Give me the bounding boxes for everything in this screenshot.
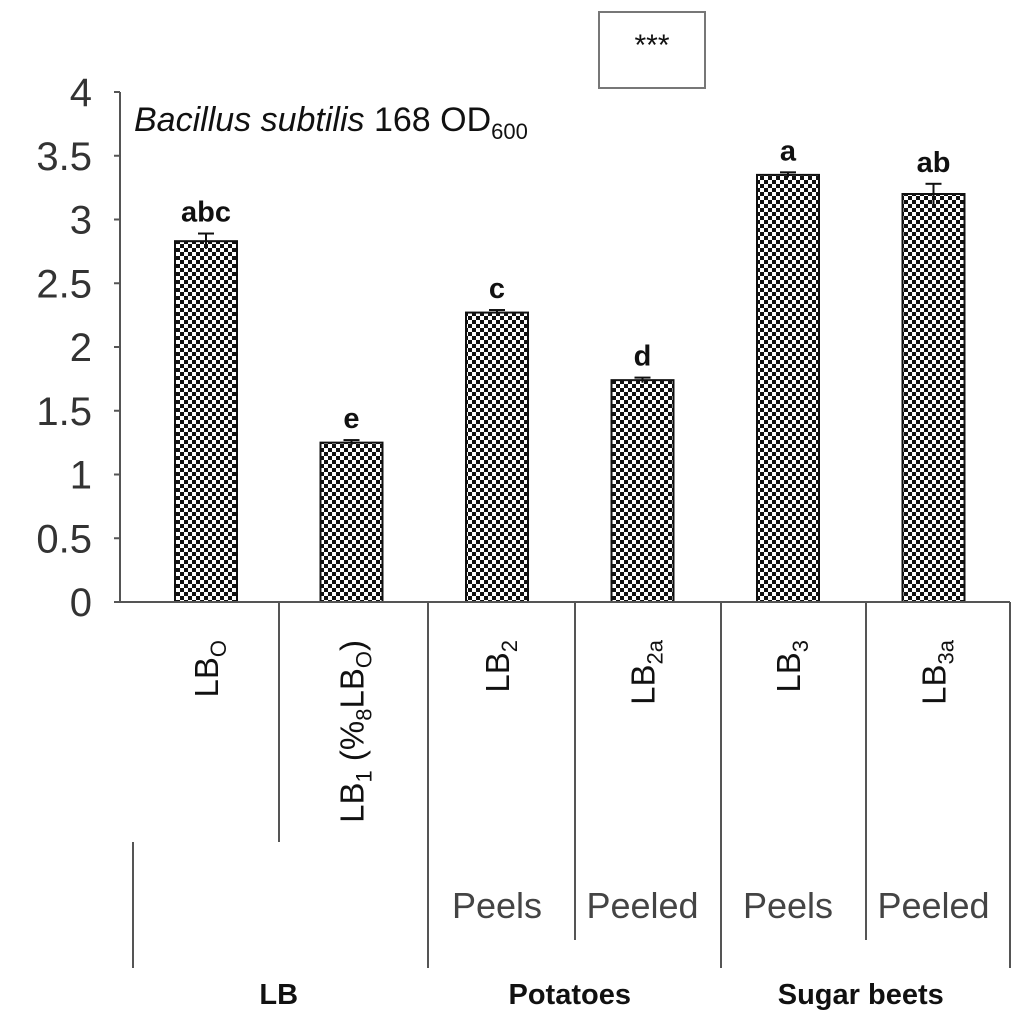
subcategory-label: Peeled xyxy=(877,885,989,926)
y-tick-label: 3 xyxy=(70,199,92,243)
subcategory-label: Peels xyxy=(743,885,833,926)
category-label-sub: 1 xyxy=(352,770,377,782)
bar xyxy=(756,173,820,603)
title-italic: Bacillus subtilis xyxy=(134,101,374,139)
category-label-main: LB xyxy=(334,783,371,823)
significance-letter: ab xyxy=(917,147,951,179)
category-label-suffix-tail-sub: O xyxy=(352,651,377,668)
group-label: Potatoes xyxy=(509,979,631,1011)
significance-letter: c xyxy=(489,273,505,305)
significance-letter: d xyxy=(634,341,652,373)
y-tick-label: 1 xyxy=(70,454,92,498)
y-axis: 0 0.5 1 1.5 2 2.5 3 3.5 4 xyxy=(36,71,121,625)
category-label: LB2 xyxy=(479,640,522,693)
category-label: LB3a xyxy=(916,639,959,705)
category-label-main: LB xyxy=(770,652,807,692)
category-label-sub: 2 xyxy=(497,640,522,652)
category-label: LB3 xyxy=(770,640,813,693)
y-tick-label: 0 xyxy=(70,581,92,625)
title-text: 168 OD xyxy=(374,101,491,139)
category-label-suffix-tail: LB xyxy=(334,668,371,708)
category-label-suffix-end: ) xyxy=(334,640,371,651)
category-label: LBO xyxy=(188,640,231,698)
subcategory-label: Peels xyxy=(452,885,542,926)
significance-stars: *** xyxy=(634,29,669,62)
category-label-suffix: (% xyxy=(334,721,371,771)
bar xyxy=(465,311,529,603)
category-label-sub: 3a xyxy=(934,639,959,664)
category-label-sub: O xyxy=(206,640,231,657)
y-tick-label: 4 xyxy=(70,71,92,115)
y-tick-label: 0.5 xyxy=(36,517,92,561)
category-label-sub: 2a xyxy=(643,639,668,664)
significance-letter: abc xyxy=(181,197,231,229)
y-tick-label: 2.5 xyxy=(36,262,92,306)
subcategory-label: Peeled xyxy=(586,885,698,926)
bar xyxy=(901,193,966,603)
y-tick-label: 2 xyxy=(70,326,92,370)
category-label: LB1 (%8LBO) xyxy=(334,640,377,823)
y-tick-label: 1.5 xyxy=(36,390,92,434)
significance-letter: a xyxy=(780,135,797,167)
group-label: LB xyxy=(259,979,298,1011)
category-label-main: LB xyxy=(188,657,225,697)
bar xyxy=(319,441,384,603)
bar xyxy=(174,240,238,604)
chart-title: Bacillus subtilis 168 OD600 xyxy=(134,101,528,144)
bar xyxy=(610,379,675,603)
category-label-main: LB xyxy=(625,664,662,704)
significance-box: *** xyxy=(598,11,706,89)
category-label-suffix-sub: 8 xyxy=(352,709,377,721)
category-label: LB2a xyxy=(625,639,668,705)
y-tick-label: 3.5 xyxy=(36,135,92,179)
group-label: Sugar beets xyxy=(778,979,944,1011)
significance-letter: e xyxy=(343,403,359,435)
category-label-main: LB xyxy=(479,652,516,692)
category-label-main: LB xyxy=(916,664,953,704)
category-label-sub: 3 xyxy=(788,640,813,652)
title-subscript: 600 xyxy=(491,119,528,144)
bars: abc e c d a ab xyxy=(174,135,966,604)
